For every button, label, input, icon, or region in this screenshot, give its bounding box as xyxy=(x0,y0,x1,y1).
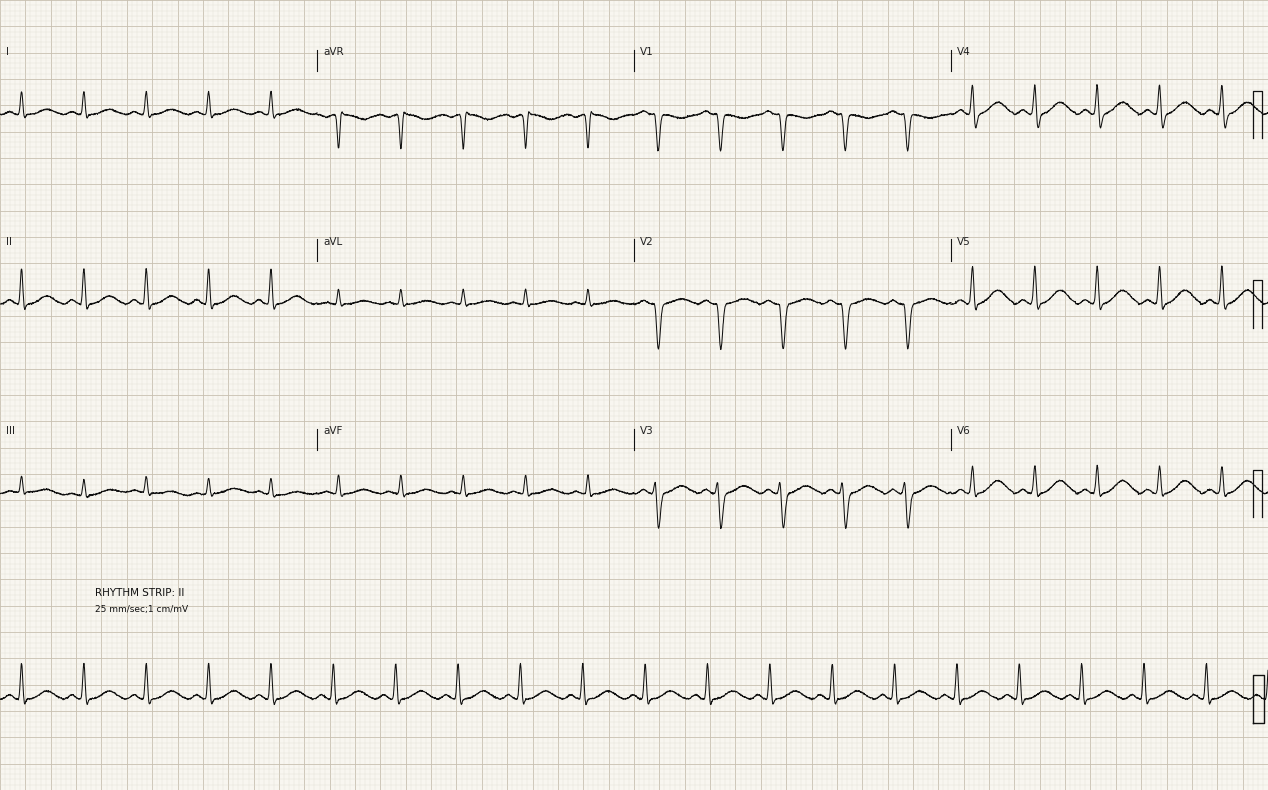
Text: V2: V2 xyxy=(640,237,654,247)
Text: aVL: aVL xyxy=(323,237,342,247)
Text: I: I xyxy=(6,47,9,58)
Text: II: II xyxy=(6,237,13,247)
Text: aVF: aVF xyxy=(323,427,342,437)
Text: III: III xyxy=(6,427,15,437)
Text: RHYTHM STRIP: II: RHYTHM STRIP: II xyxy=(95,589,184,599)
Text: V5: V5 xyxy=(957,237,971,247)
Text: V3: V3 xyxy=(640,427,654,437)
Text: V6: V6 xyxy=(957,427,971,437)
Text: 25 mm/sec;1 cm/mV: 25 mm/sec;1 cm/mV xyxy=(95,605,188,615)
Text: aVR: aVR xyxy=(323,47,344,58)
Text: V1: V1 xyxy=(640,47,654,58)
Text: V4: V4 xyxy=(957,47,971,58)
